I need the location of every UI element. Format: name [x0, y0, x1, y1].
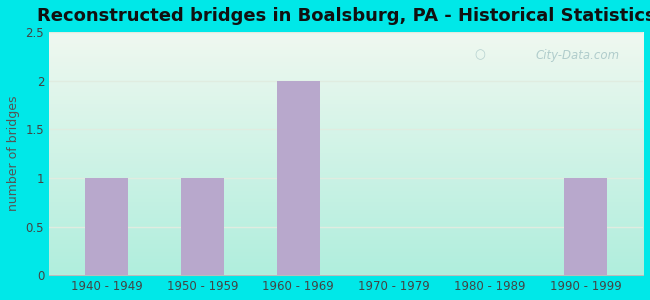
Y-axis label: number of bridges: number of bridges [7, 96, 20, 212]
Bar [181, 178, 224, 275]
Bar [85, 178, 128, 275]
Bar [564, 178, 607, 275]
Text: ○: ○ [474, 48, 486, 61]
Text: City-Data.com: City-Data.com [535, 49, 619, 62]
Title: Reconstructed bridges in Boalsburg, PA - Historical Statistics: Reconstructed bridges in Boalsburg, PA -… [36, 7, 650, 25]
Bar [276, 81, 320, 275]
